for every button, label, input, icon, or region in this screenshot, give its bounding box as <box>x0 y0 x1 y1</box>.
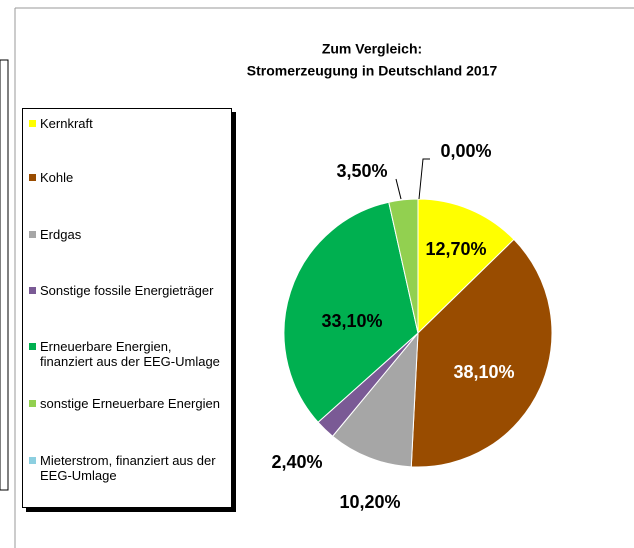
cut-off-box <box>0 59 9 491</box>
pie-slice <box>417 198 515 335</box>
legend-swatch <box>29 287 36 294</box>
legend-label: Erneuerbare Energien, finanziert aus der… <box>40 339 220 369</box>
data-label: 10,20% <box>339 492 400 512</box>
legend: Kernkraft Kohle Erdgas Sonstige fossile Ene… <box>22 108 232 508</box>
data-label: 33,10% <box>321 311 382 331</box>
chart-title: Stromerzeugung in Deutschland 2017 <box>247 63 498 79</box>
chart-title: Zum Vergleich: <box>322 41 422 57</box>
legend-label: Sonstige fossile Energieträger <box>40 283 214 298</box>
legend-label: Kohle <box>40 170 74 185</box>
legend-label: Mieterstrom, finanziert aus der EEG-Umla… <box>40 453 216 483</box>
legend-swatch <box>29 343 36 350</box>
data-label: 0,00% <box>440 141 491 161</box>
legend-swatch <box>29 400 36 407</box>
data-label: 38,10% <box>453 362 514 382</box>
pie-slice <box>331 331 419 468</box>
data-label: 2,40% <box>271 452 322 472</box>
legend-swatch <box>29 231 36 238</box>
legend-swatch <box>29 120 36 127</box>
legend-label: sonstige Erneuerbare Energien <box>40 396 220 411</box>
data-label: 3,50% <box>336 161 387 181</box>
legend-label: Erdgas <box>40 227 82 242</box>
pie-slice <box>410 238 553 468</box>
leader-line <box>418 158 430 200</box>
leader-line <box>395 178 402 200</box>
legend-label: Kernkraft <box>40 116 93 131</box>
pie-slice <box>283 201 419 423</box>
legend-swatch <box>29 457 36 464</box>
data-label: 12,70% <box>425 239 486 259</box>
legend-swatch <box>29 174 36 181</box>
